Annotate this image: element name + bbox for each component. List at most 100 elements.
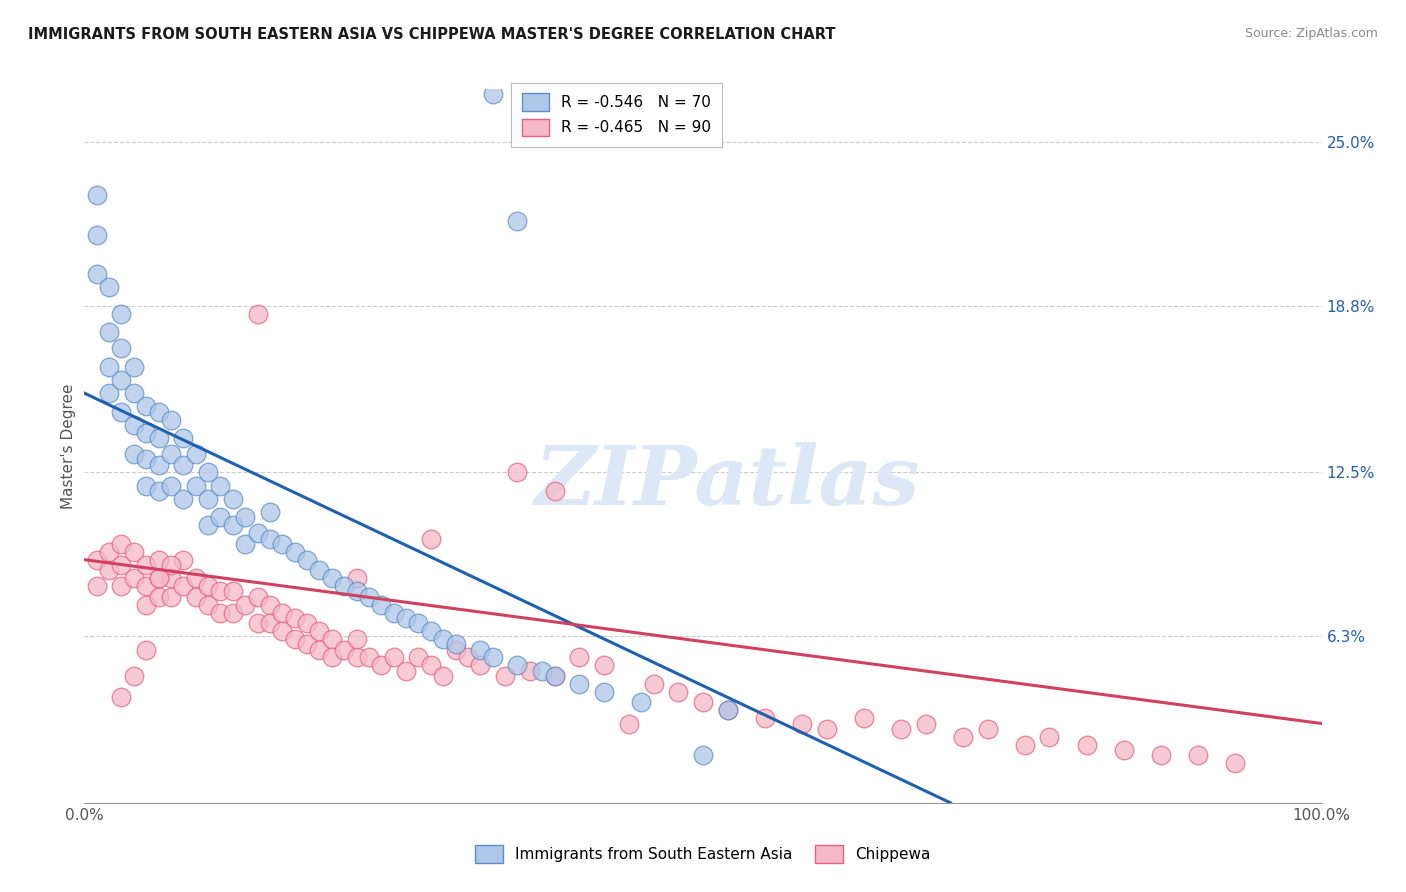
Point <box>630 695 652 709</box>
Point <box>295 616 318 631</box>
Point <box>148 571 170 585</box>
Point <box>543 483 565 498</box>
Point <box>122 447 145 461</box>
Point <box>135 425 157 440</box>
Point <box>395 664 418 678</box>
Point <box>952 730 974 744</box>
Point <box>408 616 430 631</box>
Point <box>86 552 108 566</box>
Point <box>432 632 454 646</box>
Point <box>346 584 368 599</box>
Point <box>209 510 232 524</box>
Point <box>692 748 714 763</box>
Point <box>110 307 132 321</box>
Point <box>197 518 219 533</box>
Point <box>197 598 219 612</box>
Point <box>98 326 121 340</box>
Point <box>271 537 294 551</box>
Point <box>160 590 183 604</box>
Point <box>346 571 368 585</box>
Point <box>222 491 245 506</box>
Point <box>172 458 194 472</box>
Point <box>259 616 281 631</box>
Point <box>506 466 529 480</box>
Point <box>160 571 183 585</box>
Point <box>86 267 108 281</box>
Point <box>135 400 157 414</box>
Point <box>222 518 245 533</box>
Point <box>184 478 207 492</box>
Point <box>148 458 170 472</box>
Point <box>1038 730 1060 744</box>
Point <box>246 590 269 604</box>
Point <box>110 579 132 593</box>
Point <box>1223 756 1246 771</box>
Point <box>308 563 330 577</box>
Point <box>246 616 269 631</box>
Point <box>184 447 207 461</box>
Point <box>543 669 565 683</box>
Point <box>209 606 232 620</box>
Point <box>481 87 503 102</box>
Point <box>184 571 207 585</box>
Point <box>1076 738 1098 752</box>
Point <box>1112 743 1135 757</box>
Point <box>346 632 368 646</box>
Point <box>86 579 108 593</box>
Point <box>86 188 108 202</box>
Point <box>160 447 183 461</box>
Point <box>295 637 318 651</box>
Point <box>1014 738 1036 752</box>
Point <box>408 650 430 665</box>
Point <box>470 658 492 673</box>
Point <box>457 650 479 665</box>
Point <box>197 579 219 593</box>
Point <box>122 571 145 585</box>
Point <box>419 624 441 638</box>
Point <box>308 642 330 657</box>
Point <box>259 532 281 546</box>
Point <box>135 478 157 492</box>
Point <box>692 695 714 709</box>
Point <box>160 558 183 572</box>
Point <box>222 584 245 599</box>
Point <box>209 584 232 599</box>
Point <box>135 452 157 467</box>
Text: Source: ZipAtlas.com: Source: ZipAtlas.com <box>1244 27 1378 40</box>
Point <box>246 526 269 541</box>
Point <box>914 716 936 731</box>
Point <box>98 563 121 577</box>
Point <box>852 711 875 725</box>
Point <box>308 624 330 638</box>
Point <box>148 552 170 566</box>
Point <box>470 642 492 657</box>
Point <box>284 545 307 559</box>
Point <box>494 669 516 683</box>
Point <box>172 552 194 566</box>
Point <box>122 417 145 432</box>
Point <box>321 571 343 585</box>
Point <box>271 624 294 638</box>
Point <box>197 491 219 506</box>
Point <box>444 637 467 651</box>
Point <box>271 606 294 620</box>
Point <box>568 677 591 691</box>
Point <box>135 558 157 572</box>
Point <box>370 598 392 612</box>
Point <box>259 505 281 519</box>
Point <box>222 606 245 620</box>
Point <box>617 716 640 731</box>
Point <box>172 431 194 445</box>
Point <box>148 483 170 498</box>
Point <box>890 722 912 736</box>
Point <box>1187 748 1209 763</box>
Point <box>209 478 232 492</box>
Point <box>122 386 145 401</box>
Point <box>643 677 665 691</box>
Point <box>135 642 157 657</box>
Point <box>172 491 194 506</box>
Point <box>815 722 838 736</box>
Point <box>135 598 157 612</box>
Point <box>321 632 343 646</box>
Point <box>233 510 256 524</box>
